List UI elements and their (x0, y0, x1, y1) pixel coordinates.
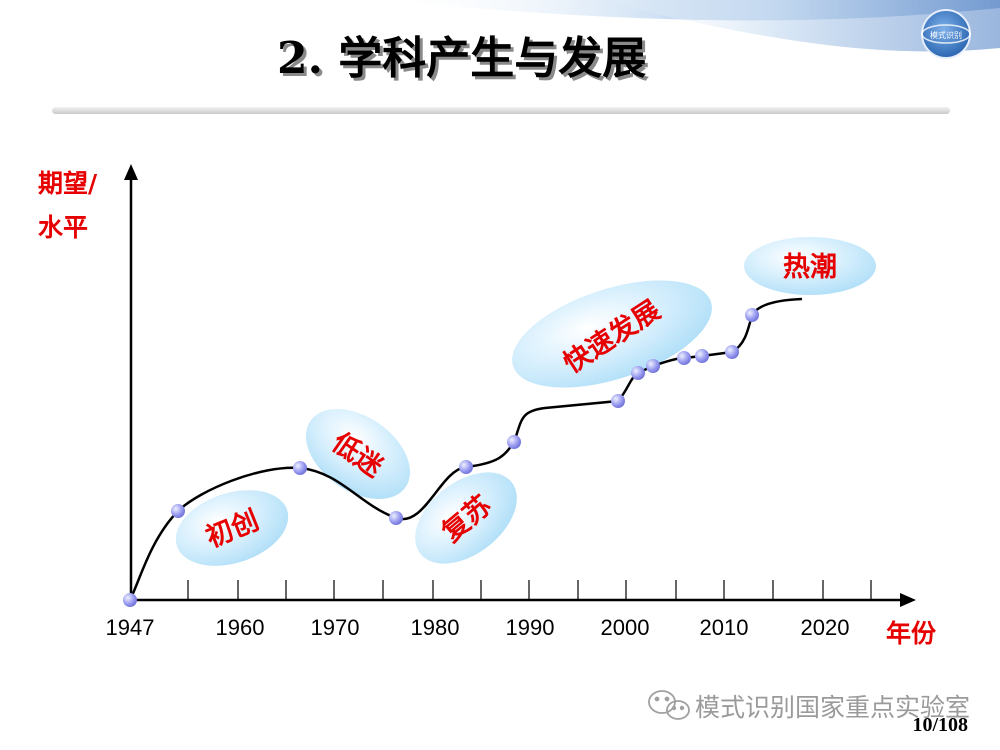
slide-title: 2. 学科产生与发展 (277, 33, 646, 84)
data-point (123, 593, 137, 607)
x-tick-marks (187, 580, 872, 600)
x-axis-arrow (900, 593, 916, 607)
y-axis-label-line1: 期望/ (38, 169, 98, 198)
stage-rechao: 热潮 (744, 237, 876, 295)
lab-logo: 模式识别 (921, 9, 971, 59)
watermark: 模式识别国家重点实验室 (648, 690, 970, 722)
y-axis-label-line2: 水平 (38, 213, 88, 242)
data-point (631, 366, 645, 380)
stage-chuchuang: 初创 (175, 490, 289, 566)
data-point (459, 460, 473, 474)
page-number: 10/108 (912, 714, 968, 736)
data-point (725, 345, 739, 359)
data-point (677, 351, 691, 365)
stage-label-rechao: 热潮 (783, 252, 837, 283)
stage-dimi: 低迷 (305, 408, 411, 500)
x-axis-label: 年份 (886, 619, 936, 648)
header-swoosh-lower (600, 0, 1000, 52)
x-tick-label: 1947 (106, 615, 155, 640)
x-tick-label: 1970 (311, 615, 360, 640)
data-point (611, 394, 625, 408)
watermark-text: 模式识别国家重点实验室 (695, 693, 970, 722)
x-tick-label: 2010 (700, 615, 749, 640)
data-point (507, 435, 521, 449)
stage-fusu: 复苏 (415, 472, 517, 564)
data-point (745, 308, 759, 322)
stage-bubble (415, 472, 517, 564)
data-points (123, 308, 759, 607)
data-point (695, 349, 709, 363)
title-rule (52, 107, 950, 114)
stage-bubble (512, 280, 712, 388)
title-shadow: 2. 学科产生与发展 (280, 36, 649, 87)
x-tick-label: 2020 (801, 615, 850, 640)
x-tick-label: 1960 (216, 615, 265, 640)
logo-text: 模式识别 (930, 30, 962, 40)
stage-bubble (744, 237, 876, 295)
stage-bubble (175, 490, 289, 566)
x-tick-label: 1990 (506, 615, 555, 640)
y-axis-arrow (124, 164, 138, 180)
data-point (293, 461, 307, 475)
x-tick-label: 2000 (601, 615, 650, 640)
stage-kuaisufazhan: 快速发展 (512, 280, 712, 388)
data-point (389, 511, 403, 525)
data-point (646, 359, 660, 373)
x-tick-label: 1980 (411, 615, 460, 640)
data-point (171, 504, 185, 518)
wechat-icon (648, 690, 690, 720)
stage-bubble (305, 408, 411, 500)
